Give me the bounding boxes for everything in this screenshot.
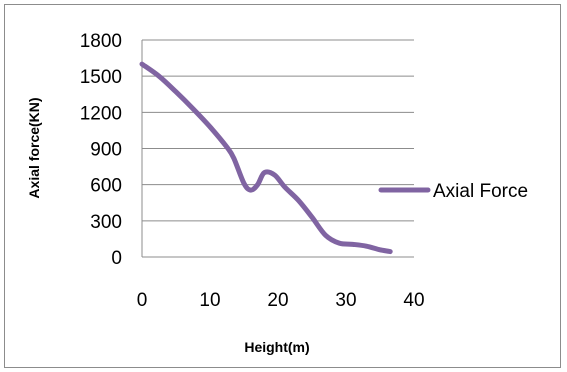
y-tick-label: 1500	[80, 67, 122, 88]
legend: Axial Force	[378, 181, 528, 202]
y-tick-label: 900	[90, 140, 122, 161]
x-axis-title: Height(m)	[244, 339, 309, 355]
x-tick-label: 40	[403, 290, 424, 311]
y-tick-label: 1800	[80, 31, 122, 52]
series-layer	[139, 61, 393, 255]
tick-labels: 1800 1500 1200 900 600 300 00 10 20 30 40	[80, 31, 425, 311]
y-axis-title: Axial force(KN)	[26, 97, 42, 198]
axes	[141, 40, 414, 258]
y-tick-label: 1200	[80, 103, 122, 124]
legend-label-axial-force: Axial Force	[433, 181, 528, 202]
x-tick-label: 20	[267, 290, 288, 311]
x-tick-label: 0	[137, 290, 148, 311]
x-tick-label: 10	[199, 290, 220, 311]
series-line-axial-force	[139, 61, 393, 255]
y-tick-label: 300	[90, 212, 122, 233]
y-tick-label: 600	[90, 176, 122, 197]
gridlines	[142, 39, 414, 222]
x-tick-label: 30	[335, 290, 356, 311]
y-tick-label: 0	[111, 248, 122, 269]
